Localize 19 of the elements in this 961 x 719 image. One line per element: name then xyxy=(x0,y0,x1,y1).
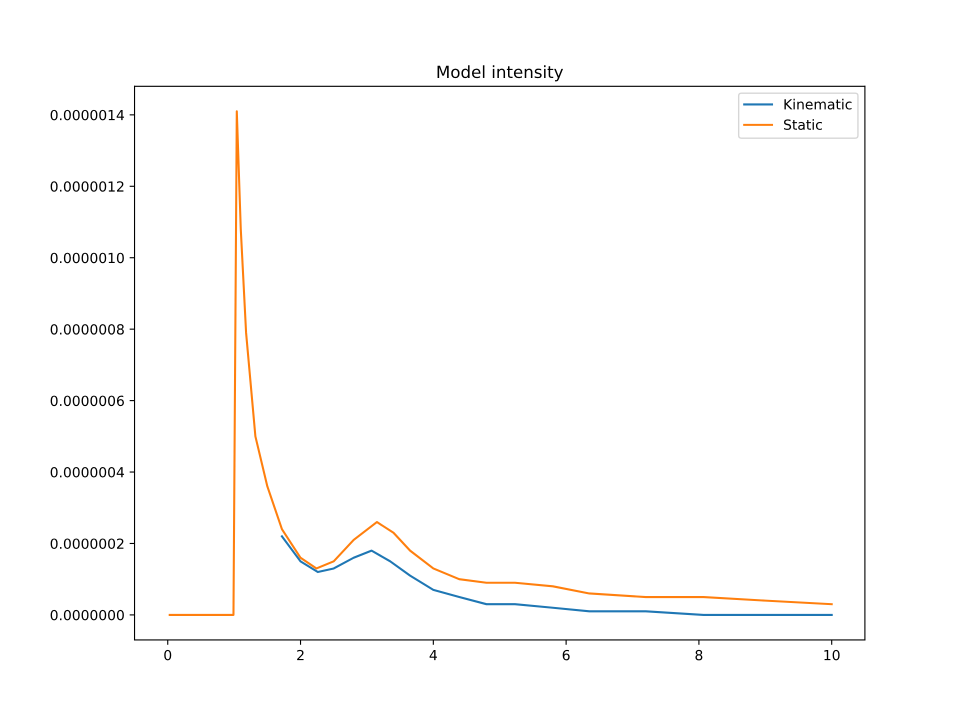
line-series xyxy=(168,110,833,616)
legend-label: Static xyxy=(784,119,822,130)
legend-label: Kinematic xyxy=(784,98,852,110)
y-tick-label: 0.0000000 xyxy=(50,610,124,620)
y-tick-label: 0.0000008 xyxy=(50,324,124,335)
x-tick-label: 10 xyxy=(824,650,840,660)
y-tick-label: 0.0000004 xyxy=(50,467,124,478)
x-tick-label: 6 xyxy=(562,650,570,660)
line-series xyxy=(280,535,833,616)
chart-title: Model intensity xyxy=(438,65,564,82)
y-tick-label: 0.0000012 xyxy=(50,181,124,192)
x-tick-label: 2 xyxy=(297,650,304,660)
y-tick-label: 0.0000014 xyxy=(50,110,124,120)
y-tick-label: 0.0000010 xyxy=(50,252,124,264)
y-tick-label: 0.0000002 xyxy=(50,538,124,549)
x-tick-label: 8 xyxy=(695,650,702,660)
x-tick-label: 0 xyxy=(164,650,172,660)
x-tick-label: 4 xyxy=(430,650,437,660)
y-tick-label: 0.0000006 xyxy=(50,396,124,406)
